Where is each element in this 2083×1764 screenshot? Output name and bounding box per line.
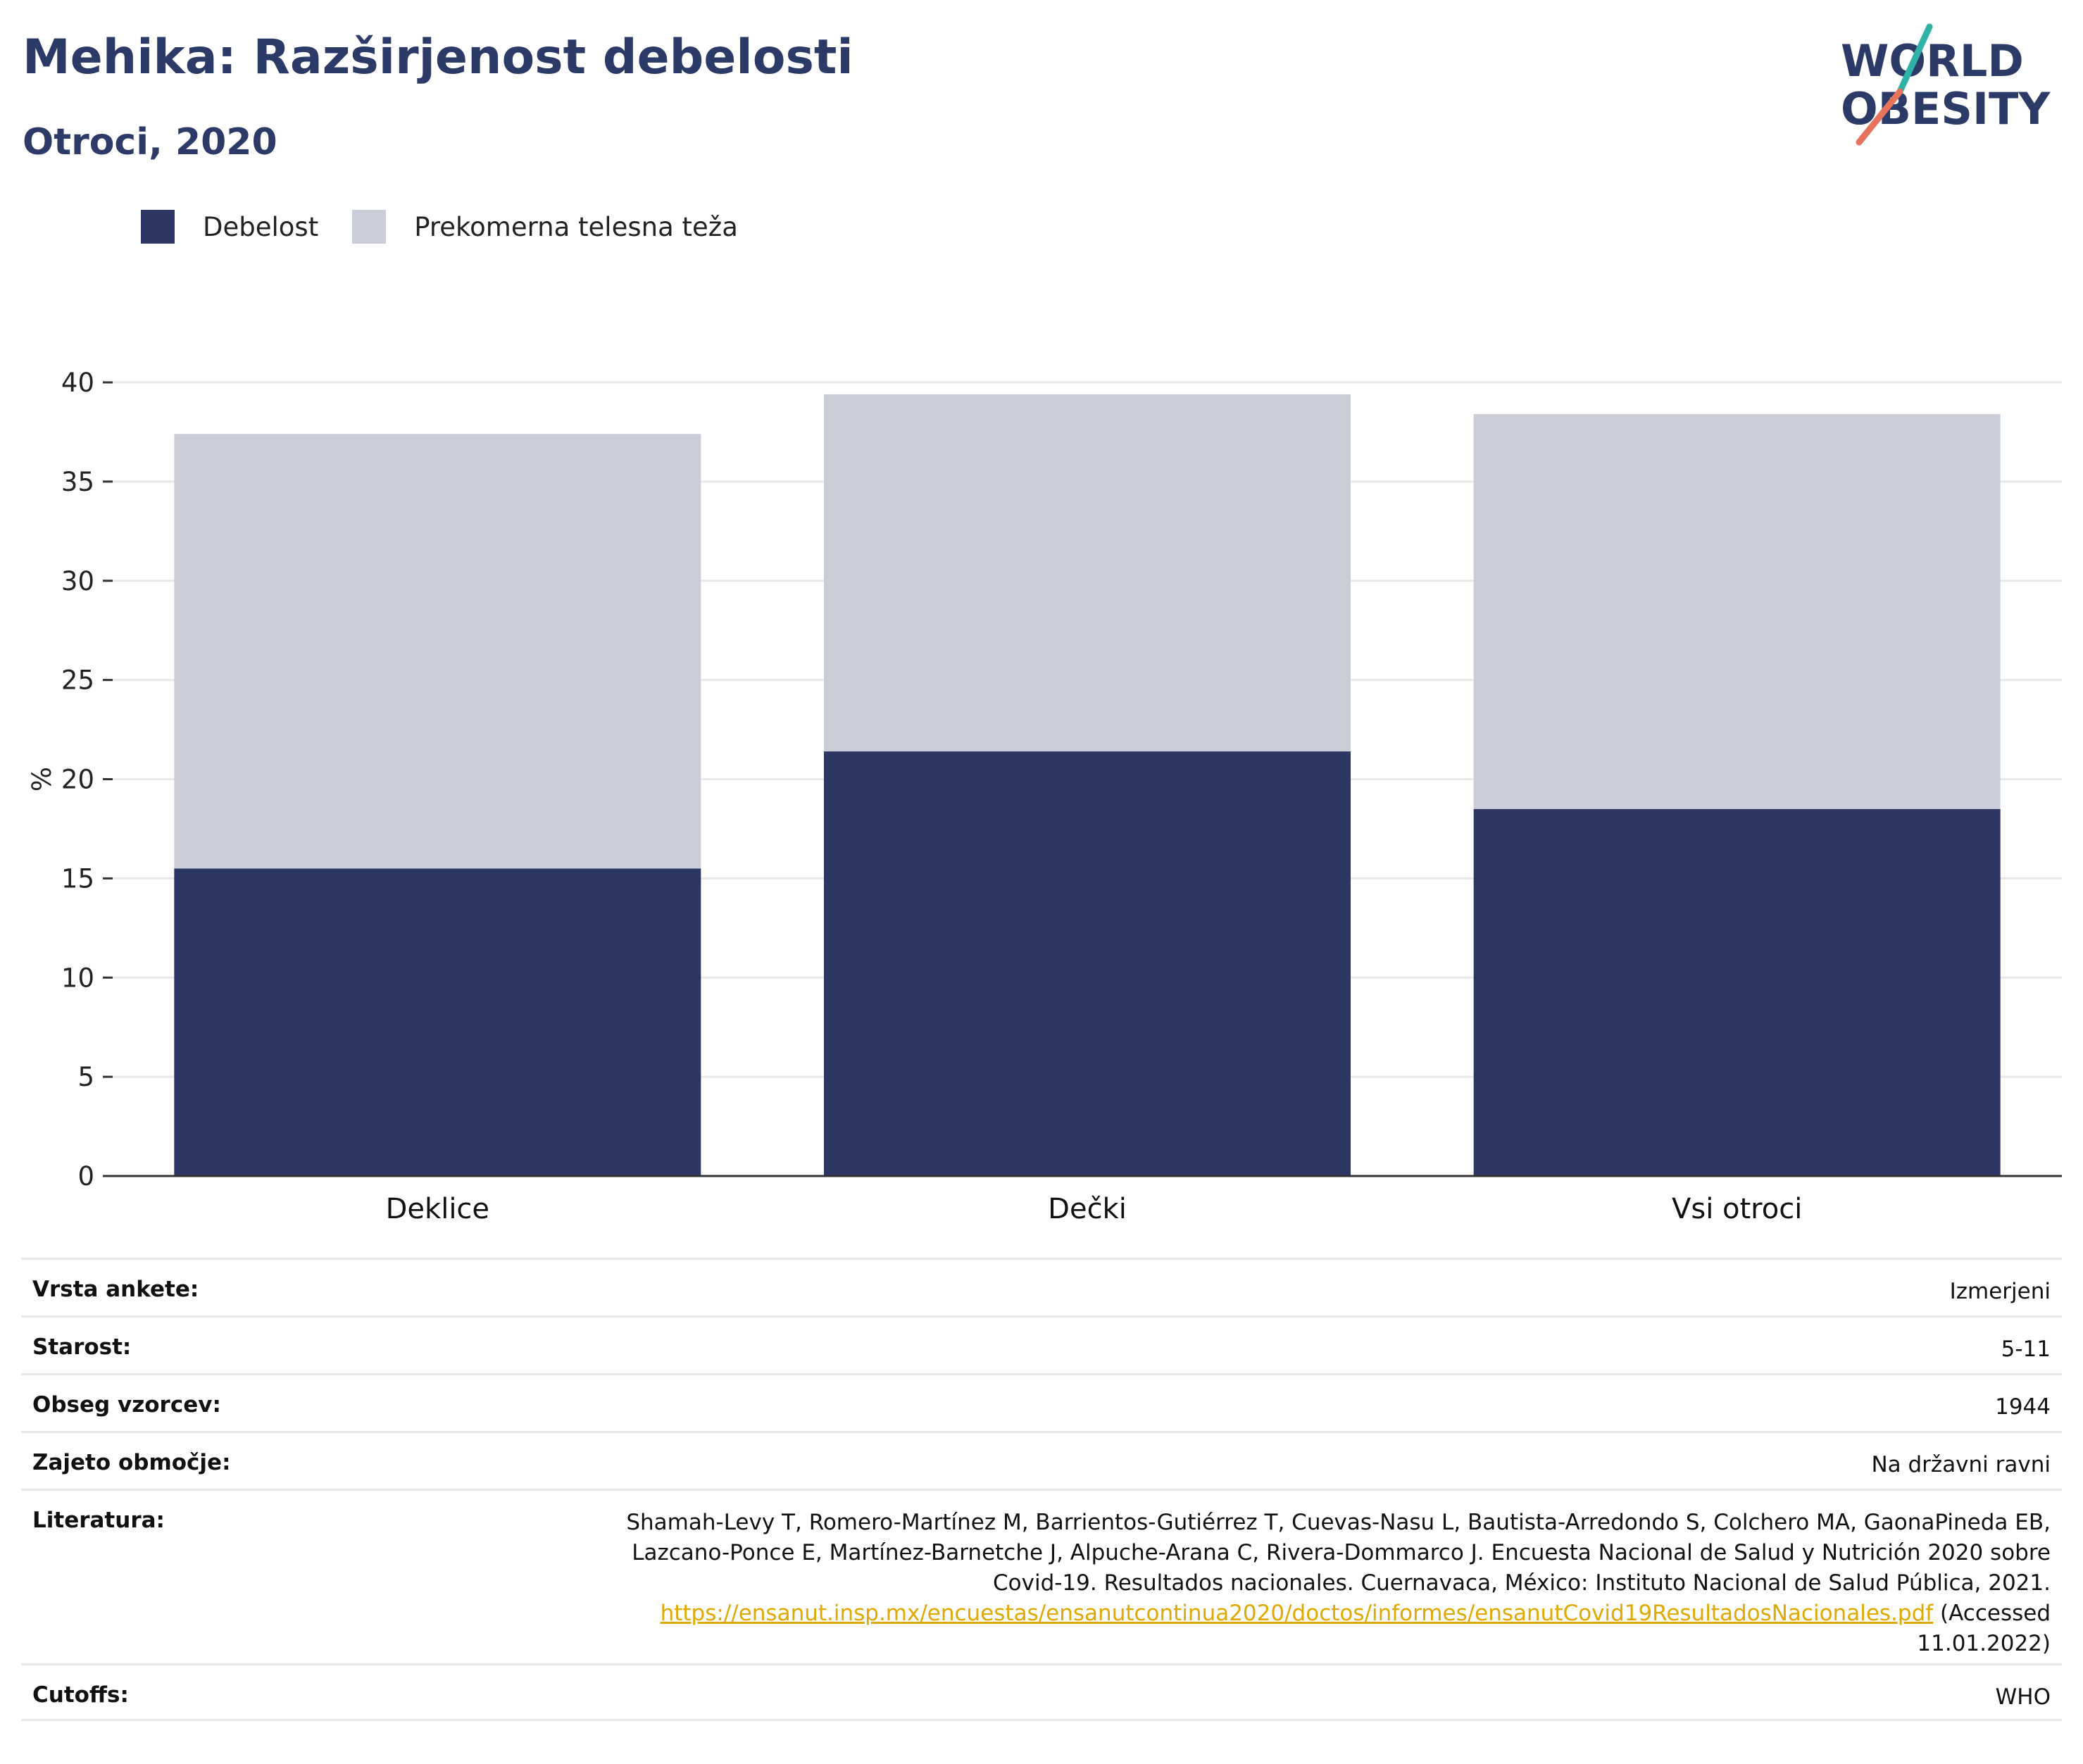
y-tick-label: 25 bbox=[61, 665, 94, 696]
metadata-table: Vrsta ankete: Izmerjeni Starost: 5-11 Ob… bbox=[21, 1258, 2062, 1721]
bar-chart: 0 5 10 15 20 25 30 35 40% Deklice Dečki Vsi otroci bbox=[27, 368, 2062, 1225]
logo-slash-coral bbox=[1856, 88, 1903, 146]
y-tick-label: 20 bbox=[61, 765, 94, 795]
y-tick-label: 30 bbox=[61, 566, 94, 596]
meta-row-reference: Literatura: Shamah-Levy T, Romero-Martín… bbox=[21, 1489, 2062, 1663]
legend-swatch-prekomerna bbox=[352, 210, 387, 244]
bar-debelost-0 bbox=[174, 868, 701, 1176]
meta-row-age: Starost: 5-11 bbox=[21, 1315, 2062, 1373]
bar-prekomerna-2 bbox=[1473, 414, 2001, 809]
meta-label-age: Starost: bbox=[32, 1334, 132, 1360]
x-tick-label: Deklice bbox=[386, 1193, 489, 1225]
legend-label-prekomerna: Prekomerna telesna teža bbox=[414, 211, 738, 242]
reference-line-4: https://ensanut.insp.mx/encuestas/ensanu… bbox=[626, 1599, 2051, 1629]
chart-legend: Debelost Prekomerna telesna teža bbox=[141, 208, 772, 245]
logo-text-world: WORLD bbox=[1841, 35, 2024, 87]
meta-label-reference: Literatura: bbox=[32, 1508, 165, 1533]
world-obesity-logo: WORLD OBESITY bbox=[1841, 23, 2051, 146]
meta-row-sample-size: Obseg vzorcev: 1944 bbox=[21, 1373, 2062, 1431]
reference-link[interactable]: https://ensanut.insp.mx/encuestas/ensanu… bbox=[660, 1601, 1934, 1626]
legend-item-prekomerna[interactable]: Prekomerna telesna teža bbox=[352, 210, 738, 244]
meta-label-survey-type: Vrsta ankete: bbox=[32, 1277, 199, 1302]
y-tick-label: 35 bbox=[61, 467, 94, 497]
reference-date: 11.01.2022) bbox=[1917, 1631, 2051, 1656]
meta-value-coverage: Na državni ravni bbox=[1871, 1452, 2051, 1477]
bar-prekomerna-0 bbox=[174, 434, 701, 869]
meta-value-sample-size: 1944 bbox=[1995, 1394, 2051, 1420]
y-tick-label: 0 bbox=[77, 1161, 94, 1191]
chart-subtitle: Otroci, 2020 bbox=[23, 121, 277, 163]
y-tick-label: 5 bbox=[77, 1062, 94, 1092]
meta-label-coverage: Zajeto območje: bbox=[32, 1450, 231, 1475]
meta-value-age: 5-11 bbox=[2001, 1337, 2051, 1362]
bar-debelost-2 bbox=[1473, 808, 2001, 1176]
reference-line-1: Shamah-Levy T, Romero-Martínez M, Barrie… bbox=[626, 1510, 2051, 1535]
reference-line-3: Covid-19. Resultados nacionales. Cuernav… bbox=[993, 1570, 2051, 1596]
y-tick-label: 40 bbox=[61, 368, 94, 398]
reference-line-2: Lazcano-Ponce E, Martínez-Barnetche J, A… bbox=[632, 1540, 2051, 1565]
meta-label-sample-size: Obseg vzorcev: bbox=[32, 1392, 221, 1418]
bar-debelost-1 bbox=[824, 751, 1351, 1176]
legend-item-debelost[interactable]: Debelost bbox=[141, 210, 318, 244]
meta-row-coverage: Zajeto območje: Na državni ravni bbox=[21, 1431, 2062, 1489]
reference-accessed: (Accessed bbox=[1933, 1601, 2051, 1626]
logo-slash-teal bbox=[1896, 23, 1933, 95]
y-axis-title: % bbox=[27, 767, 57, 792]
y-tick-label: 10 bbox=[61, 963, 94, 993]
legend-swatch-debelost bbox=[141, 210, 175, 244]
legend-label-debelost: Debelost bbox=[203, 211, 319, 242]
meta-value-reference: Shamah-Levy T, Romero-Martínez M, Barrie… bbox=[626, 1508, 2051, 1659]
meta-value-cutoffs: WHO bbox=[1995, 1684, 2051, 1710]
x-tick-label: Vsi otroci bbox=[1672, 1193, 1802, 1225]
x-tick-label: Dečki bbox=[1048, 1193, 1127, 1225]
meta-value-survey-type: Izmerjeni bbox=[1949, 1279, 2051, 1304]
meta-label-cutoffs: Cutoffs: bbox=[32, 1682, 129, 1708]
bar-prekomerna-1 bbox=[824, 394, 1351, 752]
meta-row-cutoffs: Cutoffs: WHO bbox=[21, 1663, 2062, 1721]
y-tick-label: 15 bbox=[61, 863, 94, 894]
meta-row-survey-type: Vrsta ankete: Izmerjeni bbox=[21, 1258, 2062, 1315]
chart-title: Mehika: Razširjenost debelosti bbox=[23, 30, 853, 85]
